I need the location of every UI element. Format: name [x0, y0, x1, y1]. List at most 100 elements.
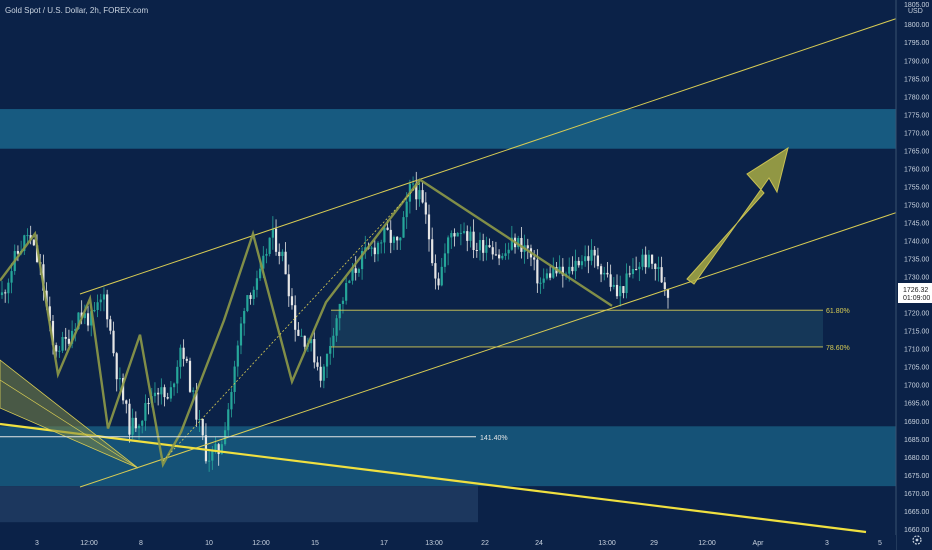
candle-body: [533, 257, 536, 260]
candle-body: [574, 260, 577, 272]
candle-body: [96, 302, 99, 311]
candle-body: [338, 303, 341, 319]
candle-body: [182, 347, 185, 359]
candle-body: [437, 278, 440, 286]
candle-body: [214, 444, 217, 450]
candle-body: [638, 266, 641, 270]
candle-body: [90, 311, 93, 326]
candle-body: [348, 280, 351, 284]
candle-body: [10, 271, 13, 283]
candle-body: [7, 282, 10, 294]
candle-body: [287, 274, 290, 297]
candle-body: [482, 240, 485, 253]
candle-body: [208, 460, 211, 462]
candle-body: [48, 306, 51, 321]
candle-body: [424, 202, 427, 215]
candle-body: [590, 249, 593, 261]
candle-body: [504, 253, 507, 256]
price-tick-label: 1795.00: [904, 40, 929, 47]
candle-body: [663, 282, 666, 290]
candle-body: [112, 330, 115, 354]
candle-body: [606, 272, 609, 275]
candle-body: [507, 249, 510, 254]
candle-body: [491, 247, 494, 255]
candle-body: [55, 345, 58, 352]
candle-body: [160, 387, 163, 395]
candle-body: [650, 254, 654, 264]
candle-body: [86, 313, 90, 326]
time-tick-label: 13:00: [598, 540, 616, 547]
price-tick-label: 1740.00: [904, 239, 929, 246]
candle-body: [411, 183, 415, 185]
candle-body: [294, 305, 297, 330]
candle-body: [252, 289, 255, 299]
candle-body: [373, 247, 376, 255]
candle-body: [236, 345, 239, 367]
time-axis-ticks: 3 12:00 8 10 12:00 15 17 13:00 22 24 13:00 29 12:00 A…: [35, 540, 882, 547]
candle-body: [290, 296, 294, 306]
time-tick-label: 17: [380, 540, 388, 547]
fan-ray: [0, 379, 139, 469]
candle-body: [262, 255, 265, 269]
candle-body: [109, 319, 112, 331]
candle-body: [77, 312, 80, 329]
candle-body: [596, 255, 599, 267]
candle-body: [0, 292, 4, 296]
candle-body: [144, 403, 147, 421]
candle-body: [64, 336, 67, 339]
candle-body: [647, 254, 650, 268]
candle-body: [498, 254, 501, 259]
candle-body: [383, 227, 386, 243]
gear-icon[interactable]: [912, 535, 922, 545]
candle-body: [641, 254, 644, 267]
candle-body: [74, 328, 77, 331]
candle-body: [319, 366, 322, 381]
candle-body: [281, 251, 284, 257]
candle-body: [660, 267, 663, 283]
candle-body: [265, 253, 268, 256]
time-tick-label: 3: [825, 540, 829, 547]
channel-upper-line: [79, 17, 899, 295]
price-tick-label: 1720.00: [904, 311, 929, 318]
candle-body: [128, 403, 131, 435]
bullish-arrow: [686, 146, 789, 285]
candle-body: [211, 449, 214, 461]
countdown-label: 01:09:00: [903, 295, 930, 302]
candle-body: [644, 254, 647, 268]
time-tick-label: 15: [311, 540, 319, 547]
candle-body: [61, 336, 64, 351]
candle-body: [440, 266, 443, 286]
candle-body: [325, 353, 329, 367]
candle-body: [351, 268, 354, 281]
price-axis[interactable]: 1660.00 1665.00 1670.00 1675.00 1680.00 1685.…: [895, 0, 932, 550]
channel-lower-line: [79, 211, 899, 488]
price-tick-label: 1675.00: [904, 473, 929, 480]
candle-body: [106, 294, 109, 320]
candle-body: [501, 255, 504, 259]
candle-body: [345, 283, 348, 301]
time-axis[interactable]: 3 12:00 8 10 12:00 15 17 13:00 22 24 13:00 29 12:00 A…: [0, 535, 896, 550]
time-tick-label: 3: [35, 540, 39, 547]
price-tick-label: 1760.00: [904, 166, 929, 173]
candle-body: [303, 335, 306, 347]
candle-body: [204, 435, 208, 462]
candle-body: [545, 273, 549, 279]
fib-label: 61.80%: [826, 308, 850, 315]
candle-body: [488, 245, 491, 248]
candle-body: [121, 378, 125, 401]
candle-body: [220, 444, 223, 454]
candle-body: [137, 425, 141, 429]
candle-body: [450, 233, 453, 238]
candle-body: [510, 237, 513, 250]
candle-body: [443, 253, 447, 267]
candle-body: [654, 263, 657, 269]
candle-body: [249, 295, 252, 299]
candle-body: [380, 242, 383, 244]
candle-body: [284, 251, 287, 275]
candle-body: [195, 390, 198, 420]
candle-body: [386, 227, 389, 230]
candle-body: [453, 233, 456, 237]
last-price-label: 1726.32: [903, 287, 928, 294]
candle-body: [223, 430, 227, 445]
